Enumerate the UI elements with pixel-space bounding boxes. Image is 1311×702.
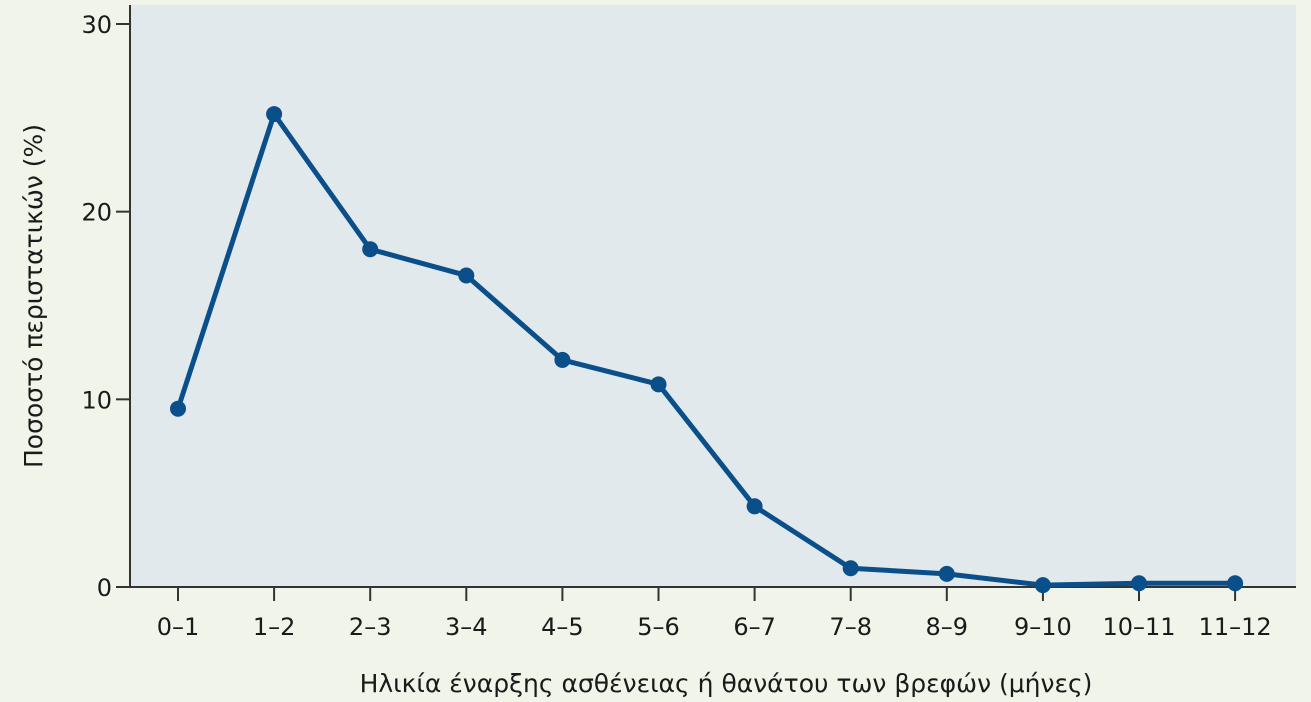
x-tick-label: 6–7 xyxy=(733,613,776,641)
y-axis: 0 10 20 30 xyxy=(81,5,131,602)
data-point xyxy=(746,498,763,515)
y-axis-title: Ποσοστό περιστατικών (%) xyxy=(19,124,48,468)
data-point xyxy=(938,565,955,582)
y-tick-label: 0 xyxy=(97,574,112,602)
data-point xyxy=(170,400,186,417)
x-tick-label: 9–10 xyxy=(1014,613,1072,641)
x-tick-label: 4–5 xyxy=(541,613,584,641)
y-tick-label: 30 xyxy=(81,11,112,39)
x-tick-label: 8–9 xyxy=(926,613,969,641)
data-point xyxy=(650,376,667,393)
x-axis-title: Ηλικία έναρξης ασθένειας ή θανάτου των β… xyxy=(360,669,1093,698)
data-point xyxy=(1131,575,1147,592)
x-tick-label: 7–8 xyxy=(829,613,872,641)
x-tick-label: 0–1 xyxy=(157,613,200,641)
x-tick-label: 11–12 xyxy=(1199,613,1272,641)
data-point xyxy=(266,106,283,123)
plot-area xyxy=(130,5,1296,587)
data-point xyxy=(842,560,859,577)
data-point xyxy=(458,267,475,284)
y-tick-label: 20 xyxy=(81,199,112,227)
data-point xyxy=(362,241,379,258)
data-point xyxy=(1227,575,1244,592)
x-tick-label: 1–2 xyxy=(253,613,296,641)
x-axis: 0–1 1–2 2–3 3–4 4–5 5–6 6–7 7–8 8–9 9–10 10–11 11–1… xyxy=(130,586,1296,641)
x-tick-label: 10–11 xyxy=(1102,613,1175,641)
x-tick-label: 3–4 xyxy=(445,613,488,641)
x-tick-label: 5–6 xyxy=(637,613,680,641)
data-point xyxy=(1034,577,1051,594)
y-tick-label: 10 xyxy=(81,386,112,414)
data-points xyxy=(170,106,1244,594)
data-point xyxy=(554,351,571,368)
x-tick-label: 2–3 xyxy=(349,613,392,641)
series-line xyxy=(175,111,1236,588)
